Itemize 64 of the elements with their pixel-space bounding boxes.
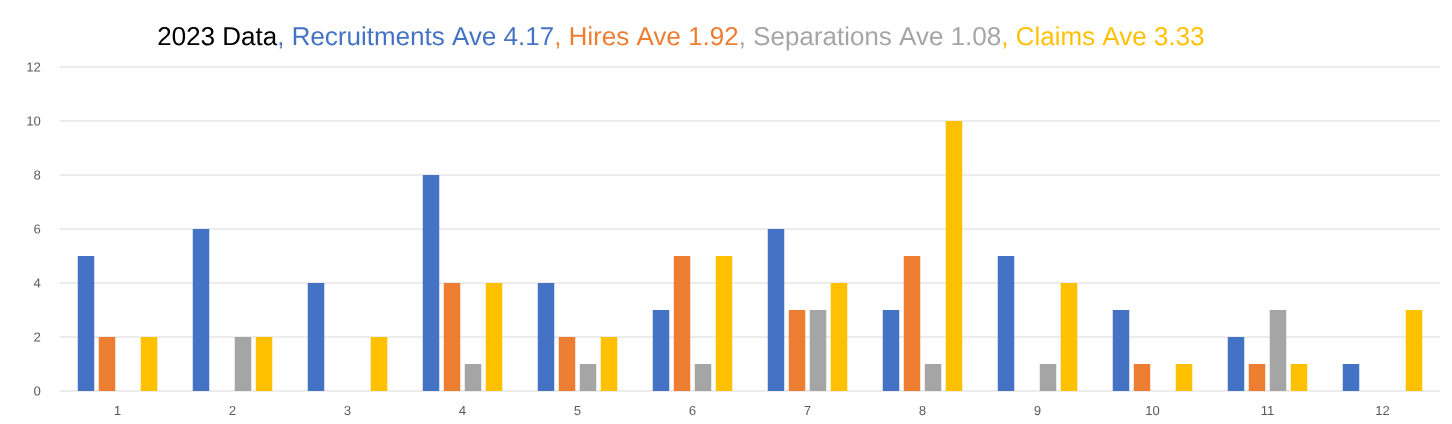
bar xyxy=(673,256,691,391)
bar xyxy=(767,229,785,391)
bar xyxy=(307,283,325,391)
x-tick-label: 1 xyxy=(114,406,121,415)
bar xyxy=(1290,364,1308,391)
text: , Claims Ave 3.33 xyxy=(1003,26,1204,49)
y-tick-label: 0 xyxy=(34,386,41,396)
text: , Hires Ave 1.92 xyxy=(556,26,738,49)
x-tick-label: 2 xyxy=(229,405,236,415)
x-tick-label: 8 xyxy=(919,405,926,416)
bar xyxy=(1269,310,1287,391)
bar xyxy=(1248,364,1266,391)
text: , Separations Ave 1.08 xyxy=(741,26,1001,51)
y-tick-label: 4 xyxy=(33,278,41,288)
bar xyxy=(1039,364,1057,391)
bar xyxy=(1175,364,1193,391)
bar xyxy=(830,283,848,391)
bar xyxy=(652,310,670,391)
bar xyxy=(192,229,210,391)
bar xyxy=(1060,283,1078,391)
y-tick-label: 2 xyxy=(34,332,41,342)
x-tick-label: 6 xyxy=(689,405,696,416)
bar xyxy=(255,337,273,391)
bar xyxy=(464,364,482,391)
bar xyxy=(600,337,618,391)
bar xyxy=(997,256,1015,391)
x-tick-label: 9 xyxy=(1034,405,1041,416)
x-tick-label: 3 xyxy=(344,405,351,416)
y-tick-label: 12 xyxy=(27,62,41,72)
bar xyxy=(140,337,158,391)
bar xyxy=(882,310,900,391)
text: , Recruitments Ave 4.17 xyxy=(279,26,553,49)
y-tick-label: 8 xyxy=(34,170,41,180)
bar xyxy=(558,337,576,391)
chart-title: 2023 Data xyxy=(158,26,278,46)
bar xyxy=(485,283,503,391)
bar xyxy=(1227,337,1245,391)
x-tick-label: 11 xyxy=(1261,406,1274,415)
x-tick-label: 5 xyxy=(574,406,581,416)
y-tick-label: 6 xyxy=(34,224,41,234)
bar xyxy=(537,283,555,391)
x-tick-label: 4 xyxy=(459,406,466,415)
bar xyxy=(945,121,963,391)
bar xyxy=(788,310,806,391)
bar xyxy=(715,256,733,391)
bar xyxy=(77,256,95,391)
bar xyxy=(694,364,712,391)
bar xyxy=(370,337,388,391)
bar xyxy=(234,337,252,391)
x-tick-label: 10 xyxy=(1146,405,1160,416)
bar xyxy=(422,175,440,391)
x-tick-label: 7 xyxy=(804,406,811,415)
bar xyxy=(1112,310,1130,391)
y-tick-label: 10 xyxy=(27,116,41,126)
x-tick-label: 12 xyxy=(1376,405,1390,415)
bar xyxy=(1342,364,1360,391)
bar xyxy=(579,364,597,391)
bar xyxy=(98,337,116,391)
bar xyxy=(809,310,827,391)
bar xyxy=(1133,364,1151,391)
bar xyxy=(443,283,461,391)
bar xyxy=(1405,310,1423,391)
bar xyxy=(903,256,921,391)
bar xyxy=(924,364,942,391)
